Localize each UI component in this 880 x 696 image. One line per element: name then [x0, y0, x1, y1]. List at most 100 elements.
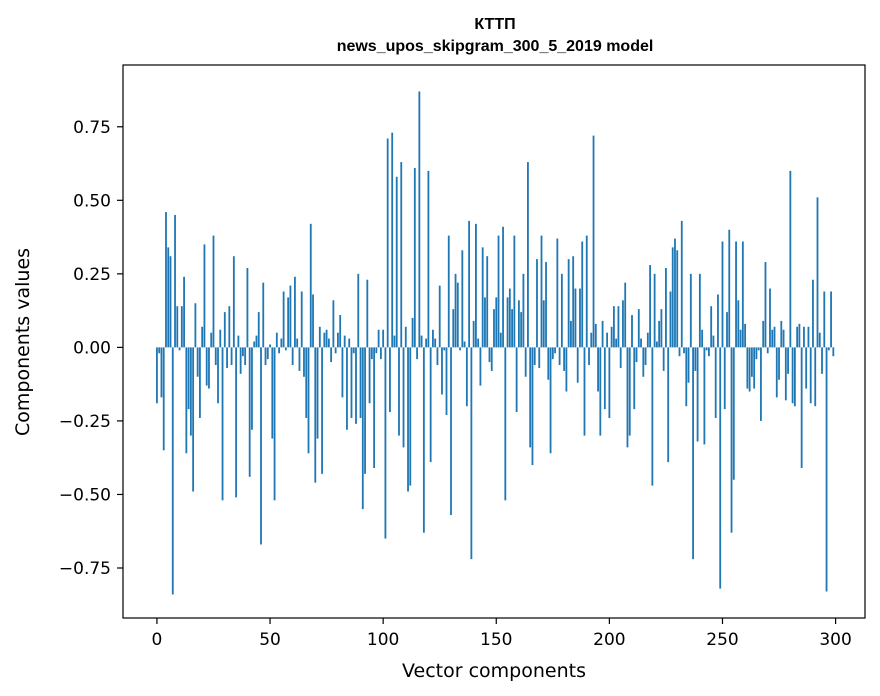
bar — [649, 265, 651, 348]
x-tick-label: 300 — [819, 630, 851, 650]
bar — [812, 279, 814, 348]
bar — [355, 347, 357, 424]
bar — [312, 294, 314, 348]
bar — [572, 256, 575, 348]
bar — [728, 229, 731, 348]
bar — [714, 347, 717, 418]
bar — [545, 262, 547, 348]
bar — [411, 317, 414, 348]
bar — [513, 235, 516, 348]
bar — [375, 347, 378, 354]
x-tick-label: 100 — [367, 630, 399, 650]
bar — [563, 347, 566, 371]
bar — [484, 297, 486, 348]
bar — [685, 347, 688, 407]
x-tick-label: 50 — [259, 630, 281, 650]
bar — [230, 347, 233, 366]
bar — [653, 273, 656, 348]
bar — [708, 347, 710, 357]
bar — [764, 262, 767, 348]
bar — [612, 306, 615, 348]
bar — [316, 347, 319, 439]
bar — [669, 291, 672, 348]
bar — [339, 315, 342, 348]
y-tick-label: 0.50 — [73, 191, 111, 211]
bar — [158, 347, 161, 354]
bar — [626, 347, 629, 448]
y-tick-label: 0.00 — [73, 338, 111, 358]
y-axis: −0.75 −0.50 −0.25 0.00 0.25 0.50 0.75 — [59, 118, 123, 579]
bar — [368, 347, 371, 404]
bar — [445, 347, 448, 416]
bar — [590, 332, 593, 348]
bar — [696, 347, 699, 442]
bar — [434, 338, 437, 348]
bar — [237, 335, 240, 348]
bar — [735, 241, 737, 348]
bar — [655, 341, 658, 348]
bar — [214, 347, 217, 366]
bar — [710, 306, 713, 348]
bar — [631, 315, 633, 348]
bar — [287, 297, 290, 348]
bar — [551, 347, 554, 360]
y-axis-label: Components values — [12, 248, 34, 436]
bar — [511, 309, 513, 348]
bar — [384, 347, 387, 539]
bar — [547, 347, 550, 380]
bar — [594, 323, 597, 348]
bar — [298, 347, 301, 371]
bar — [303, 347, 305, 377]
bar — [253, 341, 256, 348]
bar — [318, 326, 321, 348]
bar — [687, 347, 690, 383]
bar — [739, 329, 742, 348]
bar — [248, 347, 251, 477]
bars-group — [156, 91, 835, 595]
bar — [527, 162, 529, 348]
bar — [244, 347, 247, 366]
bar — [219, 329, 222, 348]
bar — [633, 347, 636, 410]
bar — [753, 347, 756, 389]
bar — [425, 338, 428, 348]
bar — [373, 347, 376, 468]
bar — [771, 329, 774, 348]
bar — [294, 276, 296, 348]
bar — [805, 347, 808, 389]
x-axis-label: Vector components — [402, 660, 586, 682]
x-axis: 0 50 100 150 200 250 300 — [152, 618, 852, 650]
bar — [615, 338, 618, 348]
y-tick-label: 0.75 — [73, 118, 111, 138]
bar — [180, 306, 183, 348]
bar — [581, 241, 584, 348]
bar — [395, 176, 398, 348]
bar — [357, 273, 360, 348]
bar — [533, 347, 536, 366]
bar — [178, 347, 181, 351]
bar — [495, 297, 498, 348]
bar — [490, 347, 493, 371]
bar — [450, 347, 452, 516]
bar — [443, 347, 446, 351]
bar — [361, 347, 364, 510]
bar — [504, 347, 507, 501]
bar — [646, 332, 649, 348]
bar — [599, 347, 602, 436]
bar — [379, 347, 382, 360]
bar — [436, 347, 439, 366]
bar — [359, 347, 362, 418]
bar — [404, 326, 407, 348]
bar — [429, 347, 432, 463]
y-tick-label: −0.50 — [59, 485, 111, 505]
bar — [266, 347, 269, 360]
bar — [309, 223, 312, 348]
bar — [750, 347, 753, 377]
bar — [832, 347, 835, 357]
bar — [775, 347, 778, 398]
bar — [332, 300, 335, 348]
bar — [416, 347, 418, 360]
bar — [499, 332, 502, 348]
bar — [622, 300, 624, 348]
bar — [531, 347, 534, 466]
